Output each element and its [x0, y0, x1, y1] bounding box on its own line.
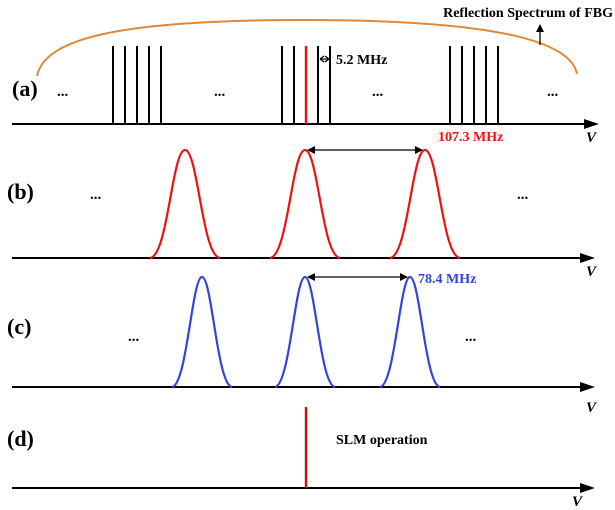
panel-d: V SLM operation (d)	[7, 407, 595, 510]
fbg-label: Reflection Spectrum of FBG	[443, 6, 613, 21]
panel-b: V 107.3 MHz (b) ... ...	[7, 130, 598, 280]
blue-peak-center	[274, 275, 336, 389]
ellipsis-a1: ...	[57, 84, 69, 100]
blue-spacing-arrow-right-head	[400, 273, 408, 281]
blue-spacing-arrow-left-head	[307, 273, 315, 281]
fbg-reflection-envelope	[36, 18, 578, 77]
axis-c-arrowhead	[580, 382, 595, 392]
axis-c-symbol: V	[586, 400, 598, 416]
ellipsis-a2: ...	[214, 84, 226, 100]
axis-b-symbol: V	[586, 264, 598, 280]
panel-b-label: (b)	[7, 179, 34, 204]
panel-c: V 78.4 MHz (c) ... ...	[7, 272, 598, 416]
panel-a: Reflection Spectrum of FBG V	[12, 6, 613, 146]
axis-b-arrowhead	[580, 253, 595, 263]
red-spacing-arrow-left-head	[307, 146, 315, 154]
axis-a-symbol: V	[586, 130, 598, 146]
axis-d-symbol: V	[572, 494, 584, 510]
mode-group-center	[281, 46, 331, 124]
red-peak-right	[389, 148, 461, 260]
red-spacing-arrow-right-head	[415, 146, 423, 154]
blue-peak-left	[171, 275, 233, 389]
blue-peak-right	[379, 275, 441, 389]
panel-d-label: (d)	[7, 426, 34, 451]
axis-d-arrowhead	[580, 483, 595, 493]
ellipsis-a3: ...	[372, 84, 384, 100]
ellipsis-c2: ...	[465, 329, 477, 345]
ellipsis-c1: ...	[128, 329, 140, 345]
mode-group-right	[449, 46, 499, 124]
slm-operation-label: SLM operation	[336, 433, 428, 448]
ellipsis-a4: ...	[547, 84, 559, 100]
axis-a-arrowhead	[584, 119, 599, 129]
ellipsis-b1: ...	[90, 187, 102, 203]
panel-a-label: (a)	[12, 76, 38, 101]
red-peak-center	[269, 148, 341, 260]
blue-spacing-label: 78.4 MHz	[418, 272, 476, 287]
mode-spacing-indicator	[319, 55, 330, 63]
panel-c-label: (c)	[7, 314, 31, 339]
ellipsis-b2: ...	[517, 187, 529, 203]
red-peak-left	[149, 148, 221, 260]
mode-group-left	[112, 46, 162, 124]
mode-spacing-label: 5.2 MHz	[336, 53, 387, 68]
red-spacing-label: 107.3 MHz	[438, 130, 503, 145]
